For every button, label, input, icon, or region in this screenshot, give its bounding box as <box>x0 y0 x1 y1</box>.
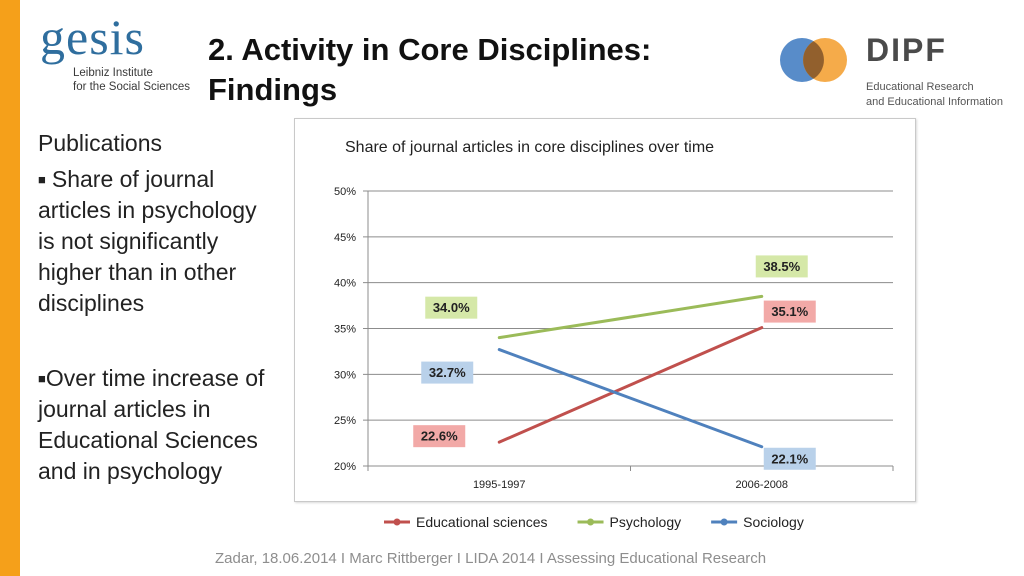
dipf-logo-wordmark: DIPF <box>866 32 947 68</box>
gesis-subtitle-line1: Leibniz Institute <box>73 67 153 79</box>
data-label-box <box>425 296 478 319</box>
bullet-1: ■ Share of journal articles in psychology… <box>38 164 278 319</box>
legend-marker <box>587 518 595 526</box>
y-tick-label: 25% <box>334 415 356 427</box>
content-heading: Publications <box>38 130 163 156</box>
legend-marker <box>393 518 401 526</box>
square-bullet-icon: ■ <box>38 172 46 187</box>
dipf-subtitle-line1: Educational Research <box>866 81 974 93</box>
y-tick-label: 20% <box>334 461 356 473</box>
slide-footer: Zadar, 18.06.2014 I Marc Rittberger I LI… <box>215 550 767 567</box>
data-label-box <box>755 255 808 278</box>
series-line-educational-sciences <box>497 326 764 444</box>
data-label: 34.0% <box>433 300 470 315</box>
legend-marker <box>720 518 728 526</box>
data-label: 38.5% <box>763 259 800 274</box>
gesis-logo-wordmark: gesis <box>40 9 145 65</box>
data-label: 22.1% <box>771 451 808 466</box>
dipf-logo: DIPF Educational Research and Educationa… <box>778 30 1018 120</box>
square-bullet-icon: ■ <box>38 371 46 386</box>
data-label-box <box>413 425 466 448</box>
bullet-2: ■Over time increase of journal articles … <box>38 363 278 487</box>
left-content: Publications ■ Share of journal articles … <box>38 128 278 487</box>
x-tick-label: 1995-1997 <box>473 479 526 491</box>
gesis-subtitle-line2: for the Social Sciences <box>73 81 190 93</box>
y-tick-label: 35% <box>334 324 356 336</box>
legend-label: Sociology <box>743 514 804 530</box>
gesis-logo-subtitle: Leibniz Institute for the Social Science… <box>73 66 190 94</box>
bullet-2-text: Over time increase of journal articles i… <box>38 365 265 484</box>
gesis-logo: gesis Leibniz Institute for the Social S… <box>40 12 190 98</box>
data-label: 22.6% <box>421 429 458 444</box>
dipf-subtitle-line2: and Educational Information <box>866 96 1003 108</box>
data-label: 32.7% <box>429 365 466 380</box>
slide-title-line1: 2. Activity in Core Disciplines: <box>208 32 652 67</box>
accent-sidebar <box>0 0 20 576</box>
chart-title: Share of journal articles in core discip… <box>345 139 715 156</box>
slide-title: 2. Activity in Core Disciplines: Finding… <box>208 30 651 110</box>
data-label-box <box>421 361 474 384</box>
legend-label: Psychology <box>610 514 682 530</box>
x-tick-label: 2006-2008 <box>735 479 788 491</box>
dipf-circles-icon <box>780 38 847 82</box>
data-label-box <box>763 300 816 323</box>
data-label: 35.1% <box>771 304 808 319</box>
y-tick-label: 40% <box>334 278 356 290</box>
y-tick-label: 50% <box>334 186 356 198</box>
slide-title-line2: Findings <box>208 72 338 107</box>
y-tick-label: 30% <box>334 369 356 381</box>
data-label-box <box>763 447 816 470</box>
legend-label: Educational sciences <box>416 514 548 530</box>
chart-legend: Educational sciences Psychology Sociology <box>384 514 804 530</box>
dipf-logo-subtitle: Educational Research and Educational Inf… <box>866 80 1003 110</box>
series-line-sociology <box>497 348 764 449</box>
y-tick-label: 45% <box>334 232 356 244</box>
chart-panel: Share of journal articles in core discip… <box>294 118 916 502</box>
line-chart: 20% 25% 30% 35% 40% 45% 50% 1995-1997 2006-2008 2… <box>334 186 894 491</box>
bullet-1-text: Share of journal articles in psychology … <box>38 166 257 316</box>
series-line-psychology <box>497 294 764 340</box>
